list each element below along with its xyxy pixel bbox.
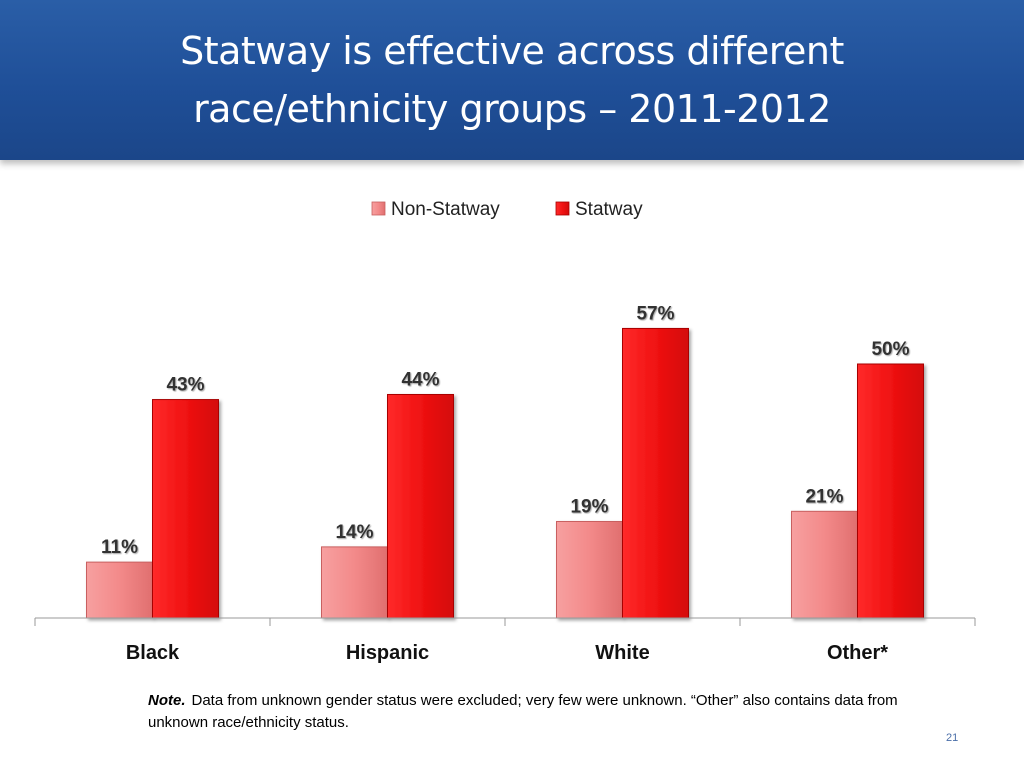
data-label-statway-black: 43%	[166, 375, 204, 396]
slide-title: Statway is effective across different ra…	[180, 29, 844, 131]
bar-non-statway-other	[791, 510, 858, 619]
bar-non-statway-white	[556, 520, 623, 619]
legend-label-statway: Statway	[575, 199, 643, 220]
data-label-non-statway-other: 21%	[805, 486, 843, 507]
bar-chart: Non-Statway Statway 11% 43% 14% 44% 19% 57% 21%…	[34, 199, 976, 664]
x-tick-label-other: Other*	[827, 642, 888, 664]
x-axis: Black Hispanic White Other*	[34, 617, 976, 664]
data-label-statway-white: 57%	[636, 303, 674, 324]
bars-group: 11% 43% 14% 44% 19% 57% 21% 50%	[86, 303, 924, 619]
data-label-statway-hispanic: 44%	[401, 369, 439, 390]
bar-statway-hispanic	[387, 393, 454, 619]
bar-non-statway-hispanic	[321, 546, 388, 619]
footnote: Note. Data from unknown gender status wer…	[148, 690, 908, 734]
bar-statway-white	[622, 327, 689, 619]
legend-swatch-statway	[555, 201, 570, 216]
data-label-non-statway-hispanic: 14%	[335, 522, 373, 543]
data-label-non-statway-black: 11%	[101, 537, 138, 558]
title-banner: Statway is effective across different ra…	[0, 0, 1024, 160]
chart-legend: Non-Statway Statway	[371, 199, 643, 220]
bar-non-statway-black	[86, 561, 153, 619]
footnote-lead: Note.	[148, 692, 186, 709]
x-tick-label-hispanic: Hispanic	[346, 642, 429, 664]
legend-swatch-non-statway	[371, 201, 386, 216]
data-label-non-statway-white: 19%	[570, 496, 608, 517]
footnote-text: Data from unknown gender status were exc…	[148, 692, 898, 731]
bar-statway-black	[152, 399, 219, 619]
bar-statway-other	[857, 363, 924, 619]
data-label-statway-other: 50%	[871, 339, 909, 360]
page-number: 21	[946, 732, 959, 744]
x-tick-label-black: Black	[126, 642, 180, 664]
x-tick-label-white: White	[595, 642, 649, 664]
legend-label-non-statway: Non-Statway	[391, 199, 500, 220]
